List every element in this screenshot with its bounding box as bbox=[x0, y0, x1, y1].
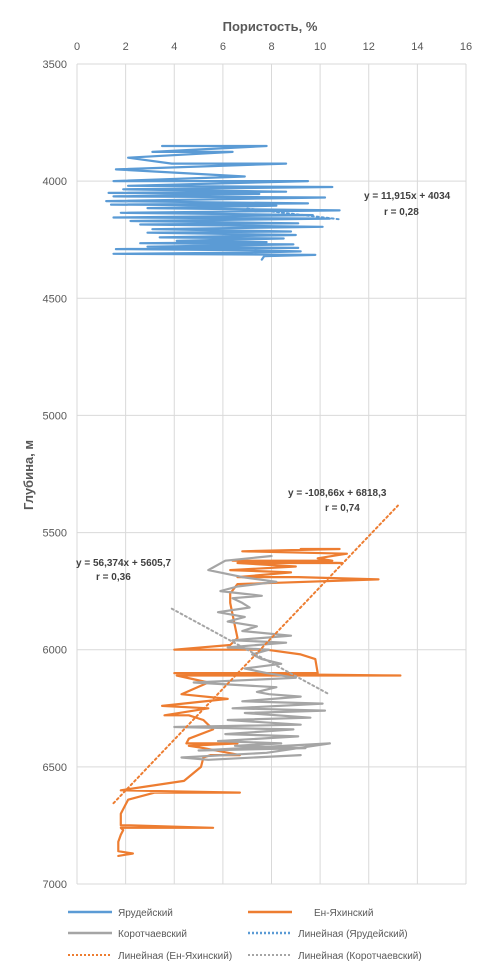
trendline-yarudeyskiy bbox=[246, 207, 341, 221]
legend-item-trend-korotchaevskiy[interactable]: Линейная (Коротчаевский) bbox=[248, 951, 422, 962]
x-tick-label: 6 bbox=[220, 41, 226, 53]
annotation-r-value: r = 0,28 bbox=[384, 207, 419, 218]
legend-item-trend-yarudeyskiy[interactable]: Линейная (Ярудейский) bbox=[248, 929, 408, 940]
annotation-yarudeyskiy: y = 11,915x + 4034 r = 0,28 bbox=[364, 191, 451, 218]
legend-label: Ярудейский bbox=[118, 908, 173, 919]
y-axis-title: Глубина, м bbox=[21, 440, 36, 510]
annotation-equation: y = 11,915x + 4034 bbox=[364, 191, 451, 202]
data-series bbox=[105, 144, 402, 858]
y-tick-label: 5000 bbox=[43, 410, 67, 422]
legend-label: Линейная (Ен-Яхинский) bbox=[118, 951, 232, 962]
annotation-en-yakhinskiy: y = -108,66x + 6818,3 r = 0,74 bbox=[288, 488, 387, 514]
y-tick-label: 4000 bbox=[43, 176, 67, 188]
series-en-yakhinskiy bbox=[117, 547, 402, 858]
legend-item-yarudeyskiy[interactable]: Ярудейский bbox=[68, 908, 173, 919]
legend-label: Линейная (Ярудейский) bbox=[298, 929, 408, 940]
x-tick-label: 14 bbox=[411, 41, 423, 53]
legend-item-trend-en-yakhinskiy[interactable]: Линейная (Ен-Яхинский) bbox=[68, 951, 232, 962]
legend-label: Ен-Яхинский bbox=[314, 908, 373, 919]
x-tick-label: 8 bbox=[268, 41, 274, 53]
annotation-r-value: r = 0,74 bbox=[325, 503, 360, 514]
y-tick-label: 6500 bbox=[43, 762, 67, 774]
y-tick-label: 5500 bbox=[43, 528, 67, 540]
y-tick-label: 7000 bbox=[43, 879, 67, 891]
series-korotchaevskiy bbox=[173, 554, 331, 761]
legend-item-korotchaevskiy[interactable]: Коротчаевский bbox=[68, 929, 187, 940]
x-tick-label: 16 bbox=[460, 41, 472, 53]
x-tick-label: 4 bbox=[171, 41, 177, 53]
annotation-korotchaevskiy: y = 56,374x + 5605,7 r = 0,36 bbox=[76, 558, 172, 583]
annotation-equation: y = 56,374x + 5605,7 bbox=[76, 558, 172, 569]
annotation-equation: y = -108,66x + 6818,3 bbox=[288, 488, 387, 499]
legend-label: Коротчаевский bbox=[118, 929, 187, 940]
x-tick-label: 2 bbox=[123, 41, 129, 53]
trendline-korotchaevskiy bbox=[170, 607, 331, 696]
x-tick-label: 10 bbox=[314, 41, 326, 53]
annotation-r-value: r = 0,36 bbox=[96, 572, 131, 583]
x-tick-label: 12 bbox=[363, 41, 375, 53]
y-tick-label: 4500 bbox=[43, 293, 67, 305]
legend-label: Линейная (Коротчаевский) bbox=[298, 951, 422, 962]
x-axis-title: Пористость, % bbox=[223, 19, 318, 34]
x-tick-label: 0 bbox=[74, 41, 80, 53]
y-tick-label: 6000 bbox=[43, 645, 67, 657]
legend-item-en-yakhinskiy[interactable]: Ен-Яхинский bbox=[248, 908, 373, 919]
legend: Ярудейский Ен-Яхинский Коротчаевский Лин… bbox=[68, 908, 422, 962]
tick-labels: 0 2 4 6 8 10 12 14 16 3500 4000 4500 5000 5500 6000 650… bbox=[43, 41, 473, 891]
series-yarudeyskiy bbox=[105, 144, 341, 261]
y-tick-label: 3500 bbox=[43, 59, 67, 71]
